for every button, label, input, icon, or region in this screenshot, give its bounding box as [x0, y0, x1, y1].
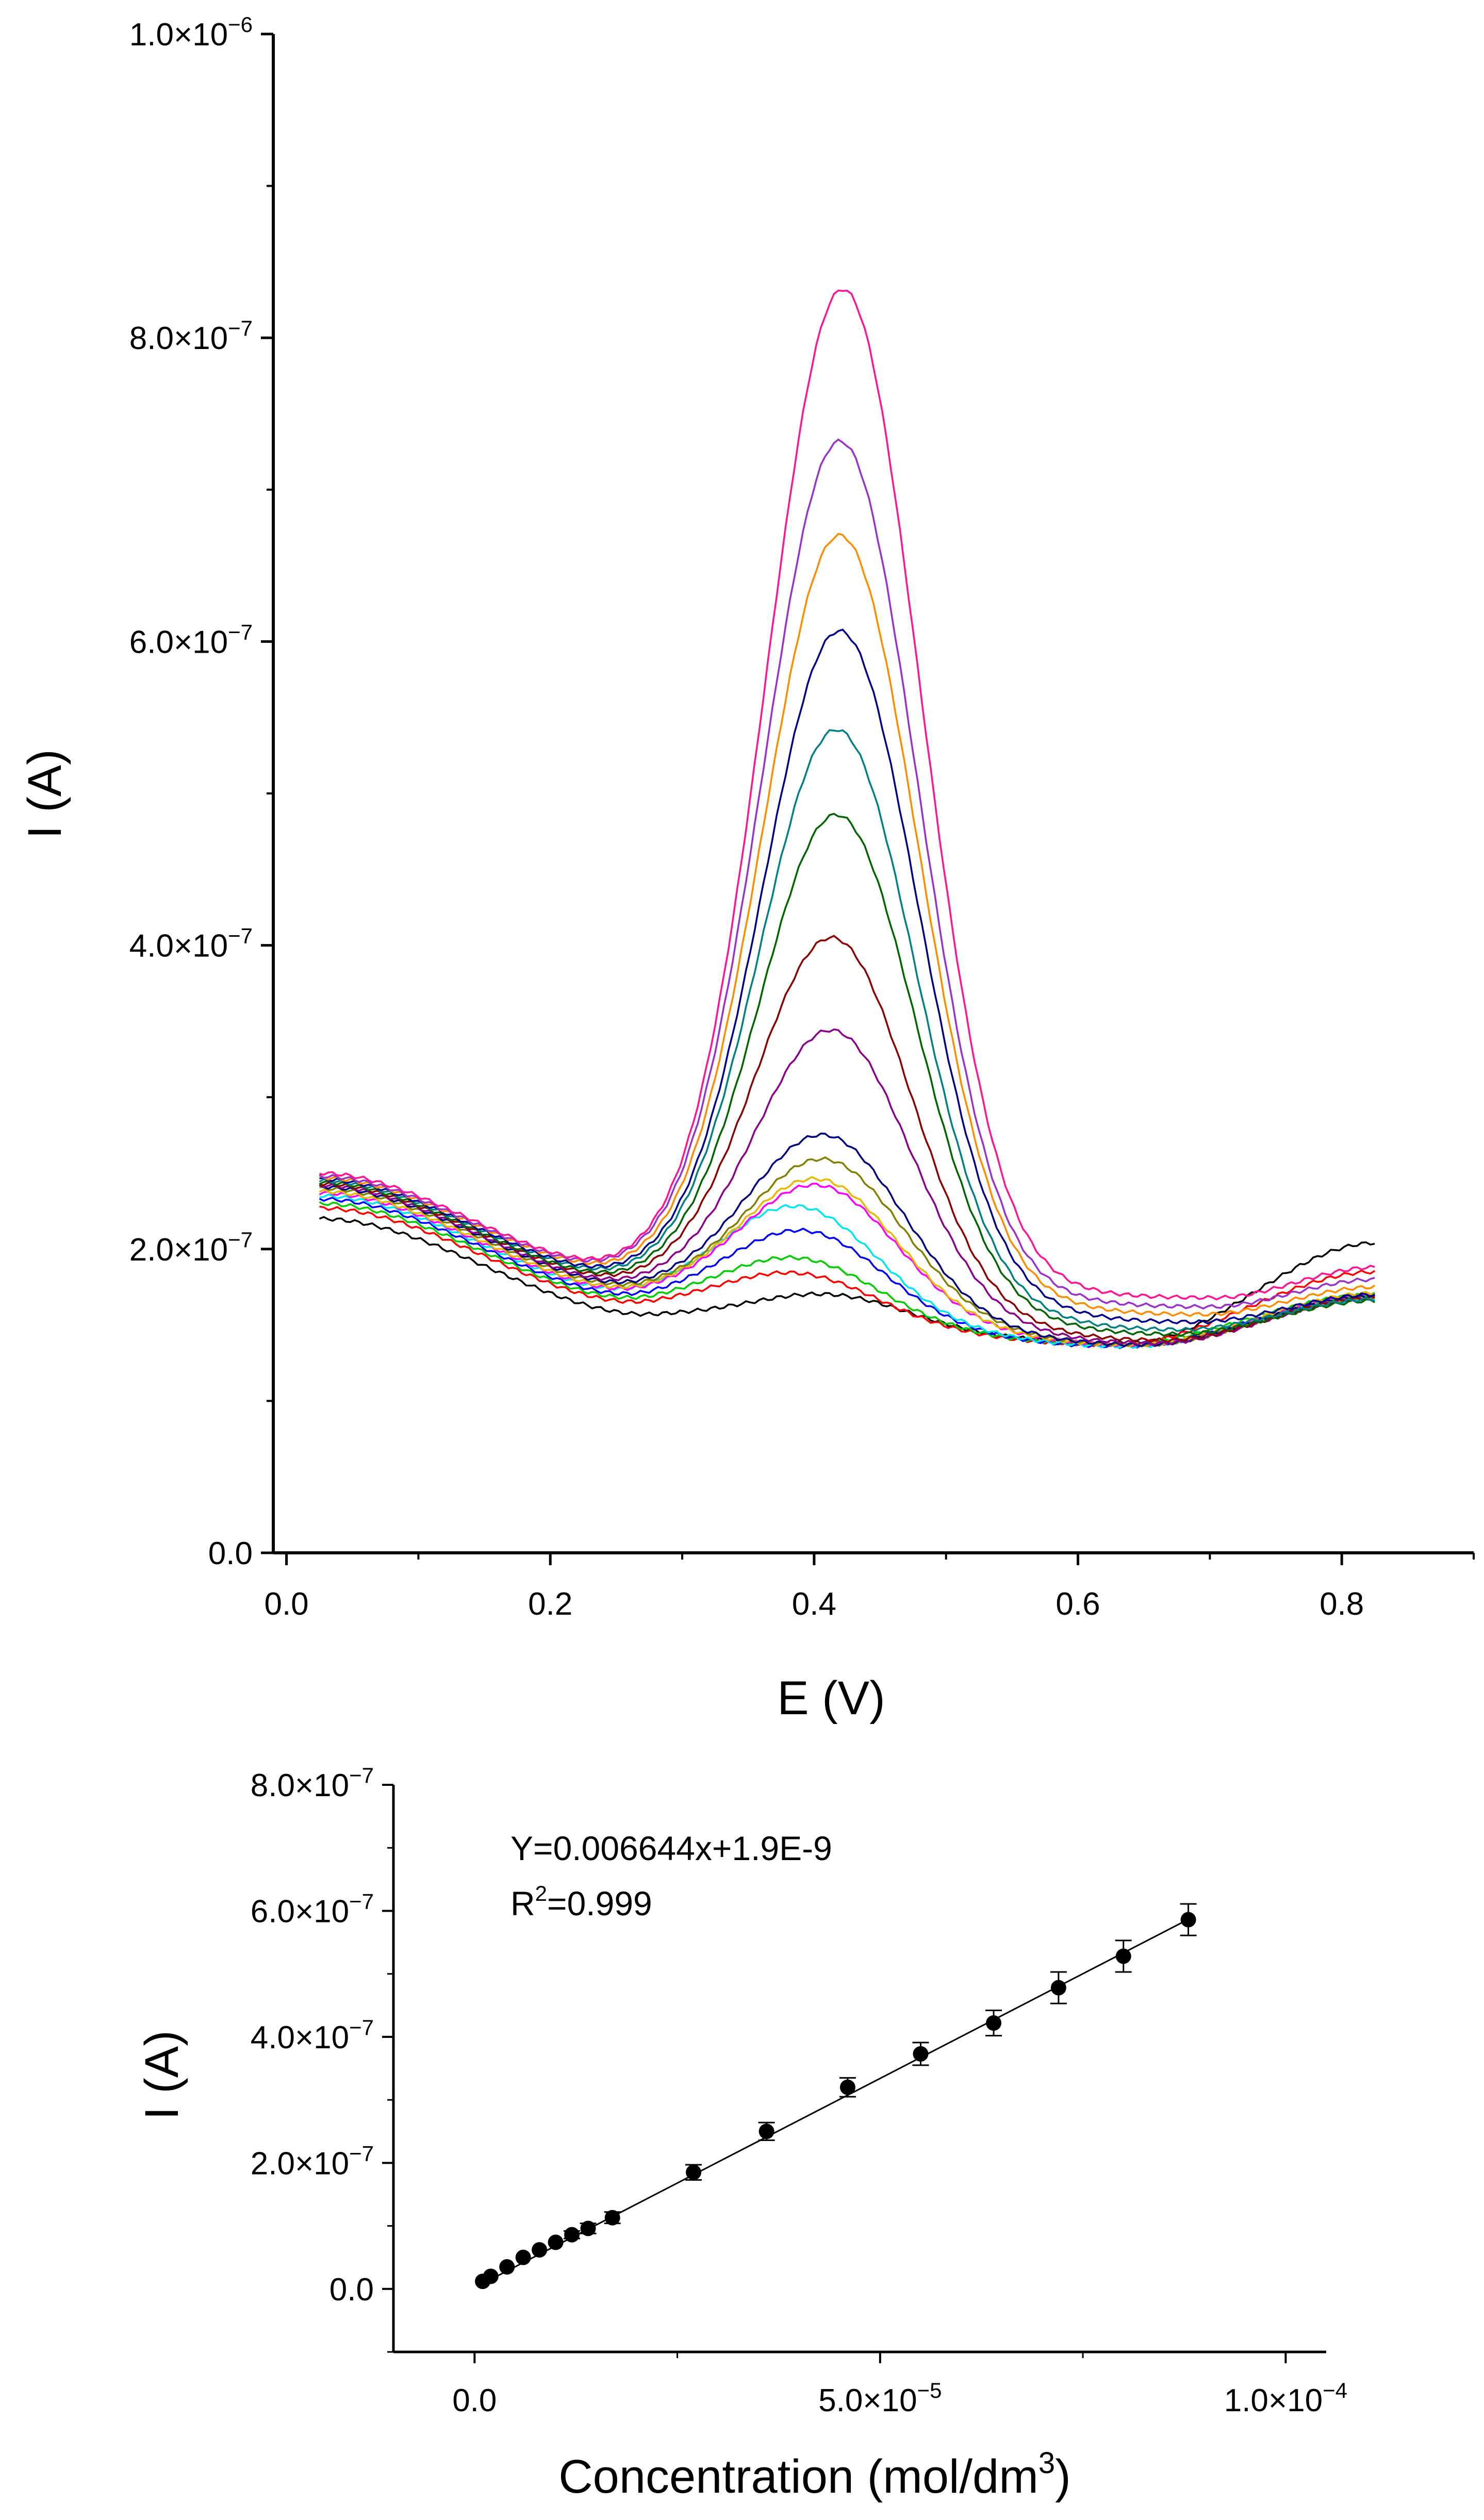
y-tick-label: 8.0×10−7	[129, 316, 253, 356]
x-tick-label: 0.8	[1320, 1586, 1364, 1622]
y-axis-ticks: 0.0 2.0×10−7 4.0×10−7 6.0×10−7 8.0×10−7 1.0×1…	[129, 12, 273, 1571]
voltammogram-curve-s5	[319, 1193, 1375, 1349]
data-point	[839, 2079, 855, 2095]
calibration-chart: 0.0 2.0×10−7 4.0×10−7 6.0×10−7 8.0×10−7 0.0 5…	[136, 1763, 1347, 2503]
x-axis-title: Concentration (mol/dm3)	[558, 2446, 1071, 2503]
r-squared: R2=0.999	[510, 1881, 652, 1922]
voltammogram-curve-s16	[319, 438, 1375, 1310]
voltammogram-curve-s7	[319, 1176, 1375, 1348]
x-axis-ticks: 0.0 5.0×10−5 1.0×10−4	[452, 2352, 1347, 2418]
data-point	[564, 2227, 580, 2243]
x-tick-label: 1.0×10−4	[1224, 2378, 1347, 2418]
voltammogram-curve-s17	[319, 289, 1375, 1301]
x-axis-title: E (V)	[777, 1672, 885, 1725]
y-tick-label: 8.0×10−7	[251, 1763, 374, 1803]
voltammogram-curve-s13	[319, 729, 1375, 1332]
y-tick-label: 1.0×10−6	[129, 12, 253, 53]
voltammogram-curve-s14	[319, 628, 1375, 1325]
y-tick-label: 6.0×10−7	[251, 1889, 374, 1929]
x-tick-label: 0.4	[792, 1586, 836, 1622]
y-tick-label: 0.0	[208, 1536, 253, 1571]
data-point	[686, 2164, 702, 2180]
data-point	[548, 2234, 564, 2250]
voltammogram-curve-s1	[319, 1216, 1375, 1346]
fit-equation: Y=0.006644x+1.9E-9	[510, 1829, 832, 1867]
data-point	[913, 2046, 929, 2062]
y-tick-label: 2.0×10−7	[251, 2141, 374, 2181]
data-point	[532, 2242, 548, 2258]
voltammogram-curve-s3	[319, 1201, 1375, 1348]
data-point	[580, 2220, 596, 2236]
data-point	[1115, 1948, 1131, 1964]
voltammogram-chart: 0.0 2.0×10−7 4.0×10−7 6.0×10−7 8.0×10−7 1.0×1…	[19, 12, 1475, 1725]
x-tick-label: 0.0	[264, 1586, 308, 1622]
y-axis-title: I (A)	[136, 2030, 188, 2120]
fit-line	[482, 1918, 1189, 2284]
voltammogram-curve-s8	[319, 1156, 1375, 1348]
data-point	[1050, 1980, 1066, 1996]
data-point	[483, 2268, 499, 2284]
y-axis-title: I (A)	[19, 749, 71, 839]
data-point	[759, 2124, 774, 2140]
x-tick-label: 5.0×10−5	[818, 2378, 942, 2418]
data-point	[604, 2210, 620, 2226]
y-axis-ticks: 0.0 2.0×10−7 4.0×10−7 6.0×10−7 8.0×10−7	[251, 1763, 393, 2353]
fit-line-group	[482, 1918, 1189, 2284]
x-tick-label: 0.0	[452, 2383, 497, 2418]
voltammogram-curve-s10	[319, 1028, 1375, 1346]
data-points	[475, 1903, 1197, 2290]
voltammogram-curve-s12	[319, 813, 1375, 1337]
voltammogram-curve-s11	[319, 935, 1375, 1343]
data-point	[1180, 1912, 1196, 1928]
x-tick-label: 0.2	[528, 1586, 572, 1622]
y-tick-label: 6.0×10−7	[129, 620, 253, 660]
voltammogram-curves	[319, 289, 1376, 1349]
y-tick-label: 0.0	[329, 2272, 374, 2308]
x-axis-ticks: 0.0 0.2 0.4 0.6 0.8	[264, 1553, 1475, 1622]
data-point	[515, 2249, 531, 2265]
y-tick-label: 2.0×10−7	[129, 1228, 253, 1268]
voltammogram-curve-s15	[319, 533, 1376, 1317]
x-tick-label: 0.6	[1056, 1586, 1100, 1622]
data-point	[499, 2259, 515, 2275]
y-tick-label: 4.0×10−7	[251, 2015, 374, 2055]
voltammogram-curve-s9	[319, 1132, 1375, 1348]
voltammogram-curve-s2	[319, 1205, 1376, 1348]
y-tick-label: 4.0×10−7	[129, 924, 253, 964]
data-point	[986, 2015, 1002, 2031]
